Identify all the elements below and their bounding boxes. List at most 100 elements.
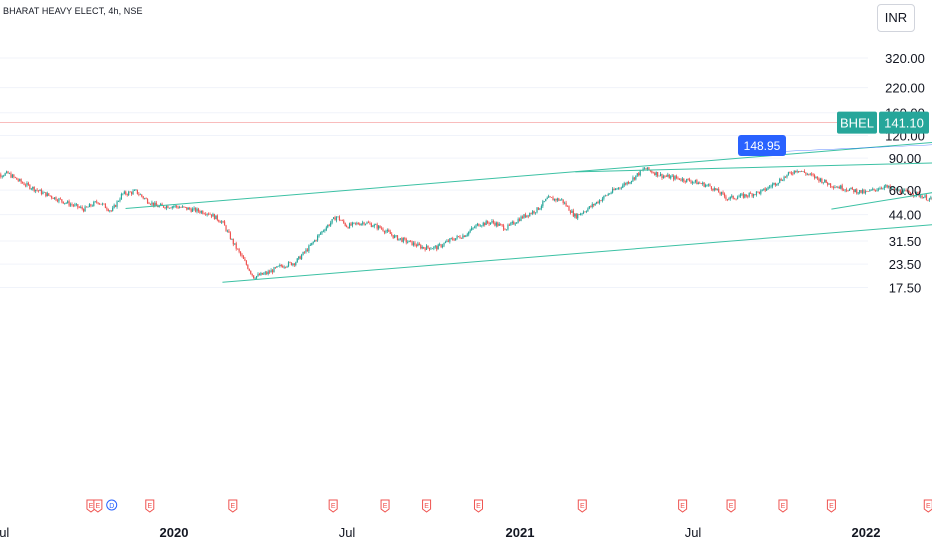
candle-body bbox=[639, 170, 641, 176]
candle-body bbox=[341, 220, 343, 222]
candle-body bbox=[847, 190, 849, 192]
candle-body bbox=[671, 175, 673, 177]
candle-body bbox=[450, 238, 452, 239]
candle-body bbox=[908, 190, 910, 193]
price-series bbox=[0, 166, 932, 280]
candle-body bbox=[231, 239, 233, 240]
candle-body bbox=[409, 240, 412, 242]
candle-body bbox=[909, 192, 912, 195]
candle-body bbox=[35, 189, 37, 192]
earnings-marker-label: E bbox=[680, 503, 685, 510]
candle-body bbox=[571, 210, 573, 213]
candle-body bbox=[309, 245, 311, 246]
candle-body bbox=[768, 186, 771, 188]
candle-body bbox=[797, 171, 800, 172]
trendlines[interactable] bbox=[125, 81, 932, 283]
candle-body bbox=[638, 173, 640, 176]
candle-body bbox=[521, 216, 524, 219]
candle-body bbox=[469, 230, 471, 232]
candle-body bbox=[574, 213, 576, 217]
candle-body bbox=[112, 207, 114, 211]
candle-body bbox=[215, 215, 217, 220]
candle-body bbox=[425, 245, 428, 250]
candle-body bbox=[314, 240, 316, 242]
candle-body bbox=[508, 224, 511, 226]
candle-body bbox=[346, 225, 348, 228]
candle-body bbox=[101, 203, 104, 205]
candle-body bbox=[920, 195, 922, 197]
candle-body bbox=[629, 182, 631, 184]
candle-body bbox=[838, 186, 840, 189]
candle-body bbox=[562, 199, 564, 204]
earnings-marker bbox=[145, 499, 155, 513]
candle-body bbox=[626, 181, 628, 185]
candle-body bbox=[245, 260, 247, 265]
candle-body bbox=[715, 188, 717, 190]
candle-body bbox=[816, 176, 819, 179]
candle-body bbox=[55, 197, 57, 201]
event-markers[interactable]: EEDEEEEEEEEEEEEEEDEEEEEE bbox=[86, 499, 932, 513]
candle-body bbox=[97, 202, 99, 204]
candle-body bbox=[4, 173, 6, 176]
candle-body bbox=[247, 264, 249, 269]
candle-body bbox=[196, 208, 198, 212]
candle-body bbox=[751, 193, 753, 197]
candle-body bbox=[511, 221, 513, 223]
candle-body bbox=[372, 226, 374, 227]
candle-body bbox=[745, 194, 747, 197]
candle-body bbox=[856, 189, 858, 194]
candle-body bbox=[725, 196, 727, 200]
candle-body bbox=[622, 185, 624, 188]
candle-body bbox=[80, 206, 82, 208]
candle-body bbox=[815, 176, 817, 178]
candle-body bbox=[484, 222, 486, 226]
candle-body bbox=[347, 227, 349, 229]
candle-body bbox=[258, 274, 261, 276]
candle-body bbox=[337, 216, 339, 218]
candle-body bbox=[590, 206, 592, 207]
candle-body bbox=[378, 225, 380, 229]
candle-body bbox=[668, 174, 670, 179]
candle-body bbox=[51, 196, 53, 198]
currency-selector[interactable]: INR bbox=[877, 4, 915, 32]
candle-body bbox=[598, 200, 601, 204]
candle-body bbox=[443, 242, 445, 246]
candle-body bbox=[405, 238, 407, 243]
candle-body bbox=[674, 176, 676, 180]
candle-body bbox=[83, 208, 85, 212]
candle-body bbox=[271, 270, 274, 273]
candle-body bbox=[861, 189, 864, 193]
candle-body bbox=[568, 206, 570, 211]
x-axis[interactable]: Jul2020Jul2021Jul2022Jul2023Jul2024Jun bbox=[0, 525, 932, 540]
callout-box bbox=[738, 135, 786, 156]
candle-body bbox=[850, 187, 852, 190]
dividend-marker bbox=[106, 499, 118, 511]
candle-body bbox=[500, 223, 502, 225]
candle-body bbox=[321, 231, 323, 234]
candle-body bbox=[489, 222, 492, 225]
y-axis[interactable]: 17.5023.5031.5044.0060.0090.00120.00160.… bbox=[885, 51, 925, 295]
candle-body bbox=[673, 175, 675, 180]
candle-body bbox=[681, 178, 683, 181]
candle-body bbox=[158, 205, 160, 208]
candle-body bbox=[504, 229, 506, 231]
candle-body bbox=[800, 171, 803, 172]
candle-body bbox=[453, 239, 455, 241]
candle-body bbox=[286, 266, 288, 268]
candle-body bbox=[824, 179, 826, 183]
candle-body bbox=[726, 199, 728, 200]
candle-body bbox=[225, 225, 227, 231]
candle-body bbox=[742, 193, 744, 198]
candle-body bbox=[805, 172, 807, 175]
candle-body bbox=[665, 176, 667, 177]
candle-body bbox=[540, 206, 542, 209]
candle-body bbox=[757, 191, 759, 193]
candle-body bbox=[52, 197, 54, 199]
candle-body bbox=[561, 199, 563, 201]
candle-body bbox=[263, 273, 265, 275]
candle-body bbox=[19, 179, 21, 181]
candle-body bbox=[686, 178, 688, 183]
candle-body bbox=[776, 184, 778, 186]
candle-body bbox=[85, 206, 88, 208]
